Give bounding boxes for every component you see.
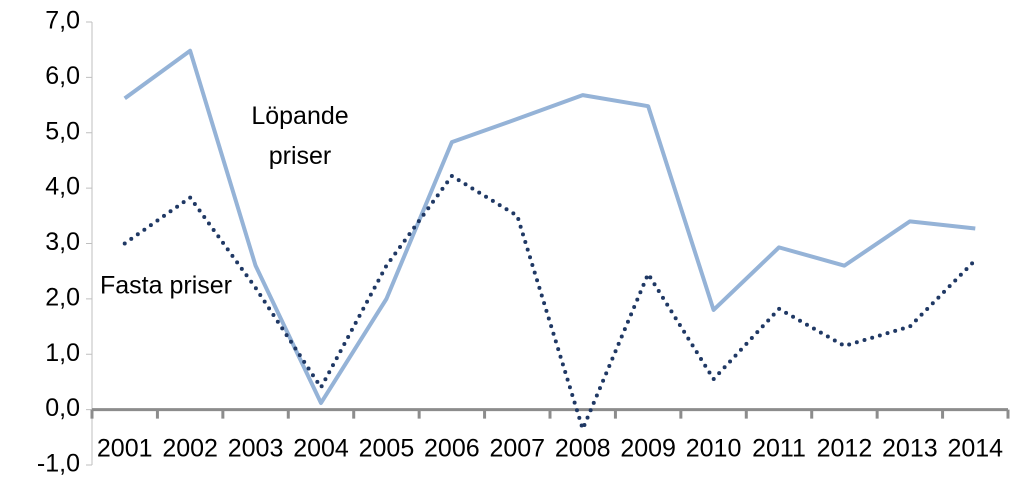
y-tick-label: 0,0	[45, 394, 80, 422]
y-tick-label: 3,0	[45, 228, 80, 256]
series-line	[122, 173, 978, 432]
x-tick-label: 2002	[162, 435, 218, 463]
x-tick-label: 2009	[620, 435, 676, 463]
x-tick-label: 2010	[686, 435, 742, 463]
series-line	[123, 48, 976, 405]
y-tick-label: 2,0	[45, 283, 80, 311]
x-tick-label: 2013	[882, 435, 938, 463]
x-tick-label: 2008	[555, 435, 611, 463]
series-label-line: Löpande	[251, 102, 348, 130]
x-tick-label: 2003	[228, 435, 284, 463]
y-tick-label: -1,0	[37, 450, 80, 478]
series-label: Fasta priser	[100, 272, 232, 300]
y-tick-label: 4,0	[45, 173, 80, 201]
x-tick-label: 2001	[97, 435, 153, 463]
x-tick-label: 2005	[359, 435, 415, 463]
x-tick-label: 2006	[424, 435, 480, 463]
x-tick-label: 2007	[489, 435, 545, 463]
x-tick-label: 2011	[752, 435, 806, 463]
y-tick-label: 7,0	[45, 7, 80, 35]
series-label-line: priser	[269, 142, 332, 170]
y-tick-label: 1,0	[45, 339, 80, 367]
y-tick-label: 5,0	[45, 117, 80, 145]
series-label: Löpande priser	[251, 102, 348, 170]
y-tick-label: 6,0	[45, 62, 80, 90]
x-tick-label: 2012	[817, 435, 873, 463]
x-tick-label: 2004	[293, 435, 349, 463]
x-tick-label: 2014	[947, 435, 1003, 463]
